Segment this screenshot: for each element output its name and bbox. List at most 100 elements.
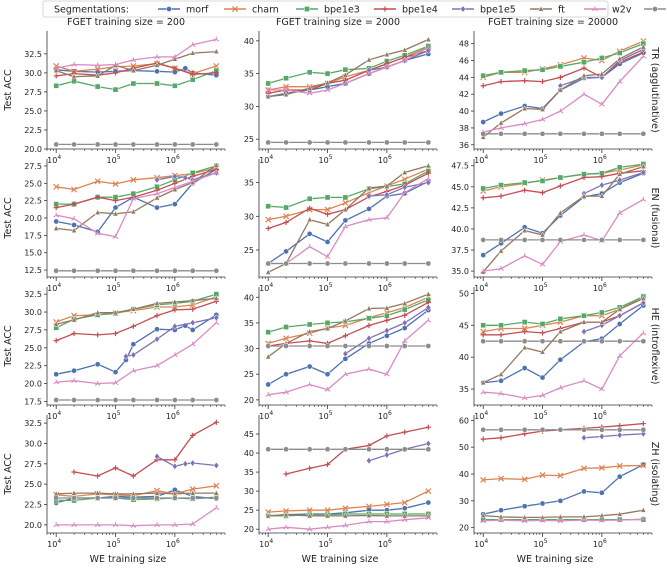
data-point-bpe1e4 (307, 465, 313, 471)
data-point-morf (182, 65, 189, 72)
data-point-charn (130, 176, 137, 183)
data-point-w2v (557, 385, 564, 391)
data-point-w2v (616, 78, 623, 84)
data-point-bpe1e4 (112, 70, 119, 76)
y-tick-label: 15.0 (24, 249, 42, 258)
data-point-w2v (383, 518, 390, 524)
data-point-w2v (306, 381, 313, 387)
y-tick-label: 40 (459, 353, 469, 362)
data-point-ft (425, 162, 432, 169)
data-point-w2v (498, 390, 504, 396)
data-point-bpe1e3 (384, 312, 390, 319)
series-ft (480, 294, 647, 386)
data-point-bert (213, 267, 220, 274)
axis-labels: FGET training size = 200 FGET training si… (3, 17, 660, 565)
x-tick-base: 10 (378, 540, 388, 549)
data-point-charn (498, 475, 505, 482)
series-bpe1e4 (480, 168, 646, 201)
data-point-bpe1e4 (384, 317, 390, 323)
series-w2v (265, 175, 432, 266)
x-tick-base: 10 (107, 540, 117, 549)
data-point-morf (581, 488, 587, 495)
x-tick-label: 106 (593, 538, 607, 549)
data-point-w2v (366, 518, 372, 524)
data-point-bpe1e4 (95, 473, 101, 479)
y-tick-label: 35 (244, 468, 254, 477)
x-tick-label: 104 (47, 282, 61, 293)
series-bpe1e3 (480, 161, 647, 192)
data-point-bpe1e5 (154, 176, 160, 184)
data-point-w2v (480, 389, 487, 395)
legend-marker-charn (231, 5, 239, 13)
data-point-bpe1e5 (154, 335, 160, 343)
data-point-bpe1e4 (112, 465, 119, 471)
data-point-bpe1e4 (283, 219, 289, 225)
data-point-w2v (366, 217, 372, 222)
data-point-morf (306, 230, 313, 237)
data-point-ft (171, 185, 178, 192)
data-point-morf (283, 248, 289, 255)
data-point-bpe1e4 (213, 419, 219, 425)
data-point-w2v (480, 518, 487, 524)
data-point-bert (640, 338, 647, 345)
legend-label: charn (252, 5, 279, 16)
x-tick-label: 105 (319, 154, 333, 165)
data-point-w2v (383, 371, 390, 377)
data-point-charn (401, 499, 408, 506)
data-point-bpe1e4 (425, 170, 431, 176)
x-tick-label: 105 (534, 410, 548, 421)
data-point-bpe1e5 (425, 179, 432, 187)
y-tick-label: 60 (459, 416, 469, 425)
series-bert (53, 141, 220, 148)
data-point-bpe1e4 (130, 323, 136, 329)
y-tick-label: 22.5 (24, 197, 42, 206)
series-line-bpe1e4 (285, 426, 429, 475)
legend-label: w2v (612, 5, 632, 16)
series-line-bpe1e5 (368, 442, 429, 462)
series-line-morf (483, 464, 644, 515)
series-bert (265, 260, 432, 267)
data-point-bert (283, 260, 289, 267)
data-point-bpe1e3 (283, 75, 289, 82)
data-point-bpe1e3 (189, 76, 196, 83)
data-point-ft (94, 72, 101, 79)
series-bert (480, 426, 647, 433)
data-point-charn (521, 476, 528, 483)
data-point-w2v (342, 223, 349, 229)
y-tick-label: 20 (459, 524, 469, 533)
data-point-bert (384, 139, 390, 146)
series-bert (480, 237, 647, 243)
column-title: FGET training size = 20000 (488, 17, 618, 28)
x-tick-label: 105 (319, 538, 333, 549)
data-point-bert (71, 141, 77, 148)
data-point-bpe1e3 (366, 315, 372, 322)
data-point-ft (521, 344, 528, 351)
data-point-w2v (94, 230, 101, 236)
x-tick-base: 10 (166, 156, 176, 165)
x-tick-base: 10 (259, 540, 269, 549)
x-tick-base: 10 (378, 156, 388, 165)
data-point-bert (557, 130, 564, 137)
x-tick-base: 10 (319, 284, 329, 293)
data-point-bpe1e3 (521, 319, 528, 325)
data-point-w2v (171, 522, 178, 528)
data-point-morf (112, 369, 119, 375)
data-point-ft (640, 163, 647, 170)
data-point-bpe1e4 (71, 469, 77, 475)
data-point-ft (425, 290, 432, 297)
data-point-bert (265, 139, 272, 146)
row-label: TR (agglutinative) (649, 46, 660, 132)
data-point-bpe1e3 (480, 185, 487, 192)
data-point-charn (521, 325, 528, 332)
data-point-bpe1e4 (283, 471, 289, 477)
data-point-ft (213, 161, 220, 168)
data-point-w2v (521, 395, 528, 401)
data-point-ft (616, 55, 623, 62)
legend-marker-ft (537, 5, 545, 12)
data-point-w2v (521, 518, 528, 524)
data-point-bpe1e3 (265, 80, 272, 87)
data-point-bert (189, 267, 196, 274)
x-tick-base: 10 (593, 284, 603, 293)
data-point-bpe1e4 (265, 225, 271, 232)
x-tick-exponent: 6 (388, 538, 392, 545)
